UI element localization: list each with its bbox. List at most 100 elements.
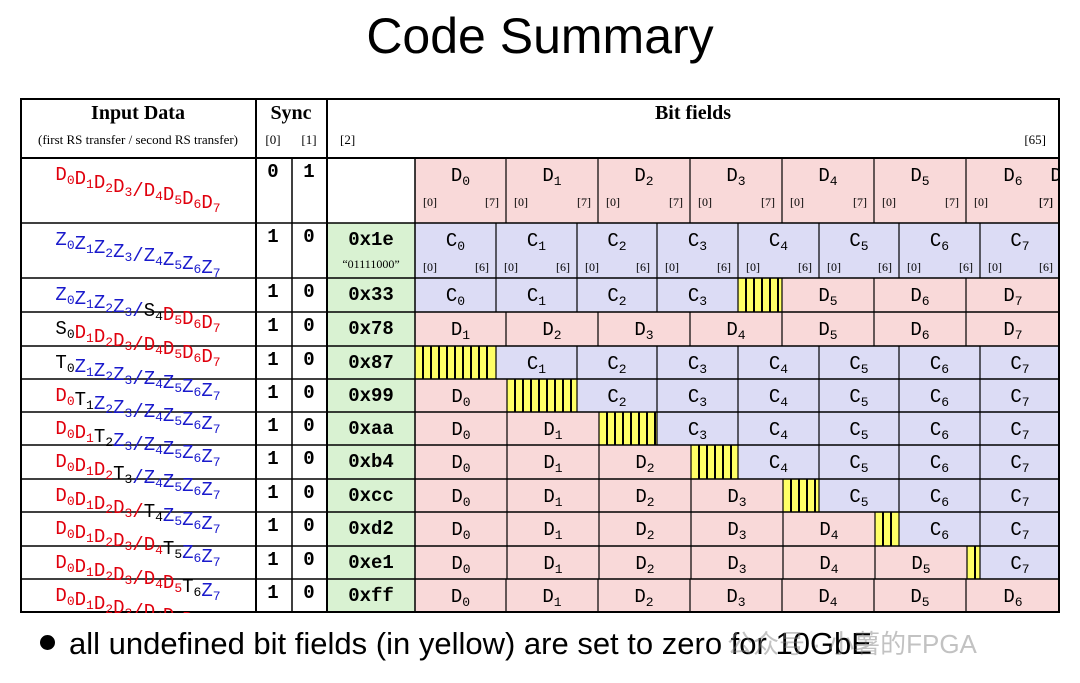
input-symbol: Z <box>75 356 86 378</box>
field-range-end: [7] <box>485 195 499 209</box>
data-field <box>599 546 691 579</box>
type-cell-bg <box>327 479 415 512</box>
data-field-label: D1 <box>543 519 562 543</box>
field-range-start: [0] <box>423 260 437 274</box>
field-range-start: [0] <box>698 195 712 209</box>
field-symbol: D <box>910 319 921 341</box>
zero-fill-field <box>738 278 782 312</box>
input-symbol: D <box>55 418 66 440</box>
data-field <box>874 312 966 346</box>
data-field <box>415 158 506 223</box>
field-subscript: 5 <box>923 562 931 577</box>
control-field-label: C1 <box>527 230 546 254</box>
input-subscript: 2 <box>105 569 113 584</box>
control-field-label: C0 <box>446 285 465 309</box>
field-symbol: D <box>634 319 645 341</box>
input-data-cell: T0Z1Z2Z3/Z4Z5Z6Z7 <box>55 352 220 404</box>
input-symbol: Z <box>163 372 174 394</box>
control-field <box>657 223 738 278</box>
input-symbol: Z <box>144 467 155 489</box>
field-subscript: 6 <box>941 528 949 543</box>
input-subscript: 3 <box>124 506 132 521</box>
input-subscript: 1 <box>86 464 94 479</box>
field-symbol: C <box>849 452 860 474</box>
field-symbol: C <box>1010 386 1021 408</box>
data-field-label: D2 <box>635 486 654 510</box>
field-symbol: D <box>543 419 554 441</box>
input-subscript: 4 <box>155 476 163 491</box>
data-field-label: D7 <box>1050 165 1060 189</box>
input-symbol: D <box>113 497 124 519</box>
data-field <box>415 412 507 445</box>
field-range-end: [6] <box>959 260 973 274</box>
control-field-label: C6 <box>930 353 949 377</box>
input-symbol: Z <box>201 580 212 602</box>
input-symbol: Z <box>182 442 193 464</box>
control-field-label: C5 <box>849 452 868 476</box>
input-subscript: 0 <box>67 527 75 542</box>
data-field <box>599 479 691 512</box>
footnote: all undefined bit fields (in yellow) are… <box>40 624 872 664</box>
data-field <box>874 278 966 312</box>
input-subscript: 6 <box>194 197 202 212</box>
data-field <box>415 312 506 346</box>
data-field-label: D1 <box>451 319 470 343</box>
input-symbol: D <box>144 534 155 556</box>
control-field-label: C3 <box>688 419 707 443</box>
input-subscript: 1 <box>86 242 94 257</box>
field-range-end: [6] <box>636 260 650 274</box>
input-symbol: Z <box>201 446 212 468</box>
field-subscript: 2 <box>647 461 655 476</box>
input-data-cell: D0D1D2D3/T4Z5Z6Z7 <box>55 485 220 537</box>
field-symbol: D <box>910 586 921 608</box>
field-symbol: C <box>607 285 618 307</box>
input-symbol: Z <box>144 368 155 390</box>
input-symbol: D <box>94 593 105 613</box>
field-symbol: D <box>451 486 462 508</box>
data-field <box>966 579 1060 613</box>
control-field <box>577 278 657 312</box>
field-symbol: D <box>819 519 830 541</box>
input-symbol: Z <box>182 409 193 431</box>
sync-bit-0: 1 <box>267 315 278 337</box>
input-symbol: D <box>201 312 212 334</box>
input-symbol: D <box>75 455 86 477</box>
control-field <box>819 223 899 278</box>
field-symbol: C <box>688 386 699 408</box>
control-field-label: C4 <box>769 353 788 377</box>
input-symbol: D <box>113 530 124 552</box>
control-field <box>657 278 738 312</box>
input-symbol: T <box>113 463 124 485</box>
field-symbol: C <box>1010 519 1021 541</box>
field-range-start: [0] <box>746 260 760 274</box>
field-range-start: [0] <box>907 260 921 274</box>
input-subscript: 2 <box>105 369 113 384</box>
input-subscript: 0 <box>67 361 75 376</box>
type-cell-bg <box>327 379 415 412</box>
control-field <box>819 346 899 379</box>
control-field-label: C6 <box>930 519 949 543</box>
input-data-subheader: (first RS transfer / second RS transfer) <box>38 132 238 147</box>
sync-bit-0: 1 <box>267 549 278 571</box>
field-range-end: [7] <box>1039 195 1053 209</box>
data-field <box>415 579 506 613</box>
control-field-label: C6 <box>930 230 949 254</box>
field-subscript: 7 <box>1015 328 1023 343</box>
field-subscript: 6 <box>1015 174 1023 189</box>
input-subscript: 1 <box>86 365 94 380</box>
field-symbol: D <box>635 486 646 508</box>
input-subscript: 6 <box>194 418 202 433</box>
input-symbol: T <box>94 426 105 448</box>
input-subscript: 3 <box>124 573 132 588</box>
field-subscript: 0 <box>463 495 471 510</box>
footnote-text: all undefined bit fields (in yellow) are… <box>69 626 872 661</box>
sync-bit-1: 0 <box>303 515 314 537</box>
input-data-cell: D0D1D2D3/D4T5Z6Z7 <box>55 518 220 570</box>
sync-bit-0: 1 <box>267 482 278 504</box>
field-symbol: C <box>930 486 941 508</box>
field-range-end: [6] <box>1039 260 1053 274</box>
input-subscript: 5 <box>174 258 182 273</box>
field-range-end: [7] <box>1039 195 1053 209</box>
input-subscript: 1 <box>86 177 94 192</box>
input-symbol: S <box>144 300 155 322</box>
